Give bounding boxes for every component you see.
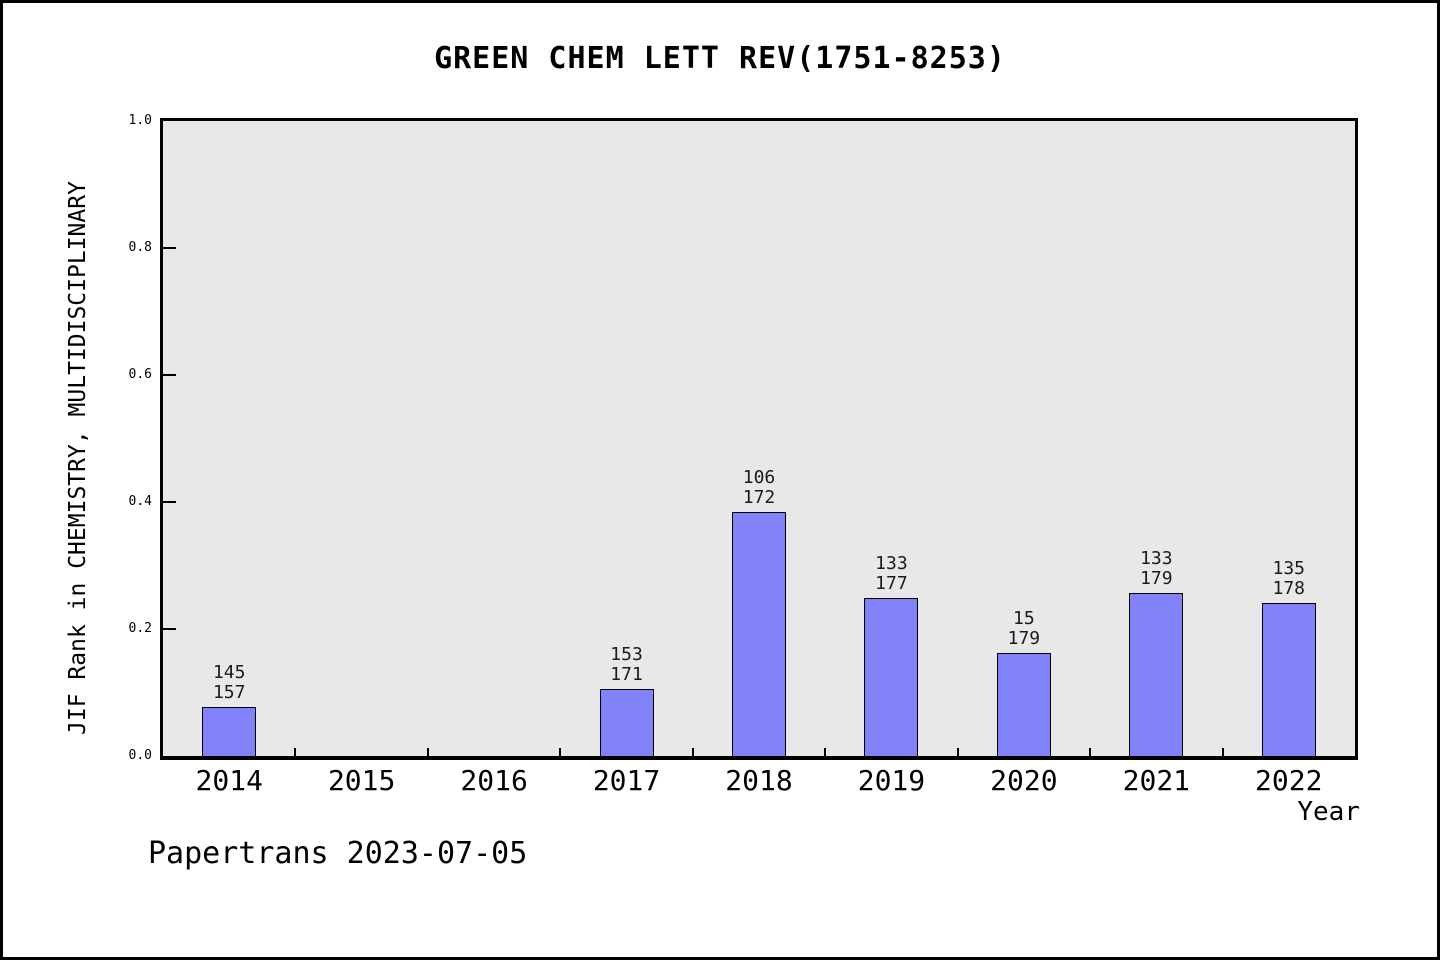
bar-value-line: 135 [1272, 558, 1306, 579]
bar-value-label-2020: 15 179 [964, 609, 1084, 649]
x-tick-label-2015: 2015 [327, 764, 396, 797]
bar-2022 [1261, 603, 1316, 756]
x-tick-mark [691, 748, 694, 756]
bar-value-label-2021: 133 179 [1096, 549, 1216, 589]
bar-2017 [599, 689, 654, 756]
x-tick-mark [294, 748, 297, 756]
bar-value-line: 179 [1007, 628, 1041, 649]
x-tick-mark [956, 748, 959, 756]
bar-value-line: 153 [610, 644, 643, 665]
bar-value-label-2022: 135 178 [1229, 559, 1349, 599]
y-tick-label-0.6: 0.6 [128, 367, 152, 382]
y-tick-label-0.8: 0.8 [128, 240, 152, 255]
bar-value-label-2018: 106 172 [699, 468, 819, 508]
bar-value-line: 106 [742, 467, 776, 488]
y-tick-label-0.0: 0.0 [128, 748, 152, 763]
bar-value-line: 172 [742, 487, 776, 508]
bar-value-line: 171 [610, 664, 643, 685]
x-tick-label-2016: 2016 [460, 764, 528, 797]
x-tick-mark [1221, 748, 1224, 756]
x-tick-label-2022: 2022 [1255, 764, 1323, 797]
y-axis-title: JIF Rank in CHEMISTRY, MULTIDISCIPLINARY [65, 181, 91, 735]
x-tick-mark [426, 748, 429, 756]
bar-2014 [202, 707, 257, 756]
x-tick-label-2018: 2018 [725, 764, 793, 797]
plot-area: 145 157 153 171 106 172 133 177 15 179 133 179 135 17… [160, 118, 1358, 760]
bar-value-line: 133 [875, 553, 908, 574]
x-tick-label-2017: 2017 [592, 764, 661, 797]
bar-value-line: 145 [212, 662, 246, 683]
x-tick-mark [1089, 748, 1092, 756]
y-tick-label-1.0: 1.0 [128, 113, 152, 128]
x-tick-mark [559, 748, 562, 756]
x-tick-mark [824, 748, 827, 756]
bar-value-line: 133 [1140, 548, 1173, 569]
y-tick-mark [163, 374, 176, 376]
bar-value-label-2014: 145 157 [169, 663, 289, 703]
y-tick-label-0.2: 0.2 [128, 621, 152, 636]
y-tick-label-0.4: 0.4 [128, 494, 152, 509]
bar-2019 [864, 598, 919, 756]
bar-2020 [996, 653, 1051, 756]
chart-title: GREEN CHEM LETT REV(1751-8253) [434, 41, 1006, 76]
x-axis-title: Year [1297, 797, 1360, 827]
bar-value-line: 15 [1013, 608, 1035, 629]
y-tick-mark [163, 247, 176, 249]
footer-watermark: Papertrans 2023-07-05 [148, 836, 528, 871]
x-tick-label-2014: 2014 [195, 764, 263, 797]
bar-value-line: 178 [1272, 578, 1306, 599]
bar-value-line: 177 [875, 573, 908, 594]
bar-value-line: 157 [212, 682, 246, 703]
x-tick-label-2020: 2020 [990, 764, 1058, 797]
bar-value-line: 179 [1140, 568, 1173, 589]
bar-value-label-2017: 153 171 [567, 645, 687, 685]
x-tick-label-2021: 2021 [1122, 764, 1191, 797]
bar-value-label-2019: 133 177 [831, 554, 951, 594]
bar-2018 [732, 512, 786, 756]
bar-2021 [1129, 593, 1184, 756]
x-tick-label-2019: 2019 [857, 764, 926, 797]
y-tick-mark [163, 628, 176, 630]
y-tick-mark [163, 501, 176, 503]
